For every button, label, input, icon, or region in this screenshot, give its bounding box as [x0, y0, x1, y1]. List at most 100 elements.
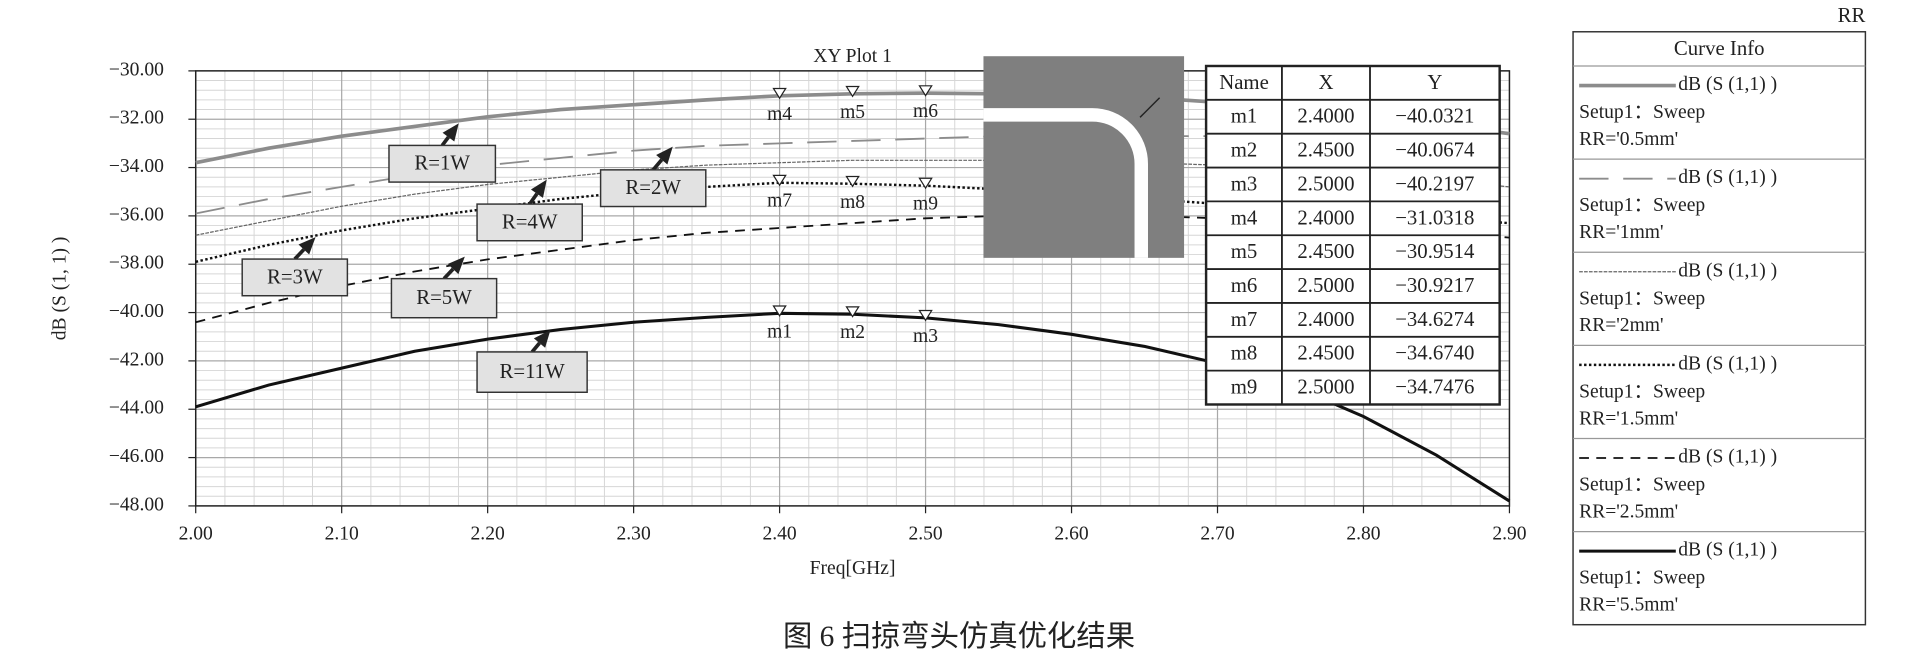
- table-cell: −40.0674: [1395, 139, 1475, 162]
- marker-triangle: [918, 177, 933, 190]
- marker-label: m7: [767, 191, 792, 212]
- annotation-arrowhead: [298, 237, 316, 255]
- legend-param: RR='5.5mm': [1579, 595, 1678, 616]
- marker-triangle: [772, 87, 787, 100]
- legend-param: RR='2mm': [1579, 315, 1663, 336]
- legend-label: dB (S (1,1) ): [1678, 353, 1777, 374]
- chart-title: XY Plot 1: [813, 46, 892, 67]
- marker-triangle: [845, 85, 860, 98]
- y-tick-label: −42.00: [109, 349, 164, 370]
- marker-triangle: [845, 306, 860, 318]
- marker-label: m5: [840, 102, 865, 123]
- annotation-arrow: [442, 267, 455, 280]
- annotation-arrowhead: [442, 123, 459, 142]
- y-tick-label: −34.00: [109, 156, 164, 177]
- y-tick-label: −36.00: [109, 204, 164, 225]
- y-tick-label: −38.00: [109, 253, 164, 274]
- marker-label: m3: [913, 326, 938, 347]
- table-cell: 2.4500: [1297, 240, 1354, 263]
- annotation-arrow: [440, 136, 450, 147]
- x-tick-label: 2.20: [471, 524, 505, 545]
- annotation-box: [388, 144, 497, 183]
- annotation-box: [599, 169, 707, 208]
- table-cell: m1: [1231, 105, 1258, 128]
- annotation-box: [476, 203, 583, 242]
- annotation-label: R=2W: [625, 176, 681, 199]
- legend-label: dB (S (1,1) ): [1678, 74, 1777, 95]
- x-tick-label: 2.60: [1054, 524, 1088, 545]
- inset-bend: [983, 108, 1148, 258]
- annotation-arrow: [528, 192, 539, 206]
- caption: 图 6 扫掠弯头仿真优化结果: [783, 620, 1135, 653]
- x-axis-label: Freq[GHz]: [810, 558, 896, 579]
- table-cell: 2.5000: [1297, 274, 1354, 297]
- y-axis-label: dB (S (1, 1) ): [50, 237, 71, 341]
- annotation-arrowhead: [533, 329, 551, 348]
- table-header: Name: [1219, 71, 1269, 94]
- legend-label: dB (S (1,1) ): [1678, 167, 1777, 188]
- table-cell: 2.4000: [1297, 206, 1354, 229]
- annotation-label: R=5W: [416, 286, 472, 309]
- table-cell: −34.6274: [1395, 308, 1475, 331]
- annotation-arrowhead: [530, 179, 547, 198]
- marker-triangle: [772, 305, 787, 317]
- table-cell: −34.6740: [1395, 342, 1474, 365]
- legend-setup: Setup1：Sweep: [1579, 475, 1705, 496]
- table-header: Y: [1427, 71, 1442, 94]
- table-cell: −40.2197: [1395, 172, 1474, 195]
- y-tick-label: −48.00: [109, 494, 164, 515]
- table-cell: 2.4500: [1297, 342, 1354, 365]
- annotation-arrow: [651, 158, 664, 172]
- marker-label: m4: [767, 104, 792, 125]
- table-cell: m2: [1231, 139, 1258, 162]
- marker-label: m2: [840, 322, 865, 343]
- table-cell: −34.7476: [1395, 376, 1474, 399]
- x-tick-label: 2.30: [617, 524, 651, 545]
- marker-label: m8: [840, 192, 865, 213]
- table-cell: m9: [1231, 376, 1258, 399]
- annotation-label: R=11W: [500, 360, 566, 383]
- table-cell: m3: [1231, 172, 1258, 195]
- table-header: X: [1318, 71, 1333, 94]
- marker-triangle: [918, 85, 933, 97]
- x-tick-label: 2.00: [179, 524, 213, 545]
- table-cell: 2.5000: [1297, 376, 1354, 399]
- legend-param: RR='0.5mm': [1579, 129, 1678, 150]
- plot-frame: [194, 70, 1511, 507]
- annotation-box: [390, 277, 498, 319]
- series-line: [195, 159, 1510, 236]
- table-cell: m7: [1231, 308, 1258, 331]
- annotation-box: [241, 258, 349, 297]
- table-cell: m5: [1231, 240, 1258, 263]
- x-tick-label: 2.70: [1200, 524, 1234, 545]
- marker-label: m9: [913, 194, 938, 215]
- y-tick-label: −44.00: [109, 398, 164, 419]
- table-cell: 2.4500: [1297, 139, 1354, 162]
- annotation-arrowhead: [656, 146, 673, 165]
- table-cell: −40.0321: [1395, 105, 1474, 128]
- x-tick-label: 2.90: [1492, 524, 1526, 545]
- table-cell: m8: [1231, 342, 1258, 365]
- legend-title: Curve Info: [1674, 37, 1765, 60]
- x-tick-label: 2.10: [325, 524, 359, 545]
- legend-param: RR='2.5mm': [1579, 501, 1678, 522]
- legend-label: dB (S (1,1) ): [1678, 540, 1777, 561]
- table-cell: 2.4000: [1297, 105, 1354, 128]
- y-tick-label: −32.00: [109, 108, 164, 129]
- corner-label: RR: [1838, 4, 1866, 27]
- annotation-arrow: [293, 248, 306, 261]
- x-tick-label: 2.80: [1346, 524, 1380, 545]
- y-tick-label: −46.00: [109, 446, 164, 467]
- table-cell: −30.9514: [1395, 240, 1475, 263]
- table-cell: m6: [1231, 274, 1258, 297]
- inset-pointer: [1139, 97, 1161, 118]
- marker-label: m1: [767, 321, 792, 342]
- table-cell: 2.4000: [1297, 308, 1354, 331]
- x-tick-label: 2.50: [908, 524, 942, 545]
- legend-param: RR='1.5mm': [1579, 408, 1678, 429]
- y-tick-label: −30.00: [109, 59, 164, 80]
- inset-image: [983, 56, 1185, 258]
- marker-triangle: [845, 175, 860, 188]
- legend-setup: Setup1：Sweep: [1579, 288, 1705, 309]
